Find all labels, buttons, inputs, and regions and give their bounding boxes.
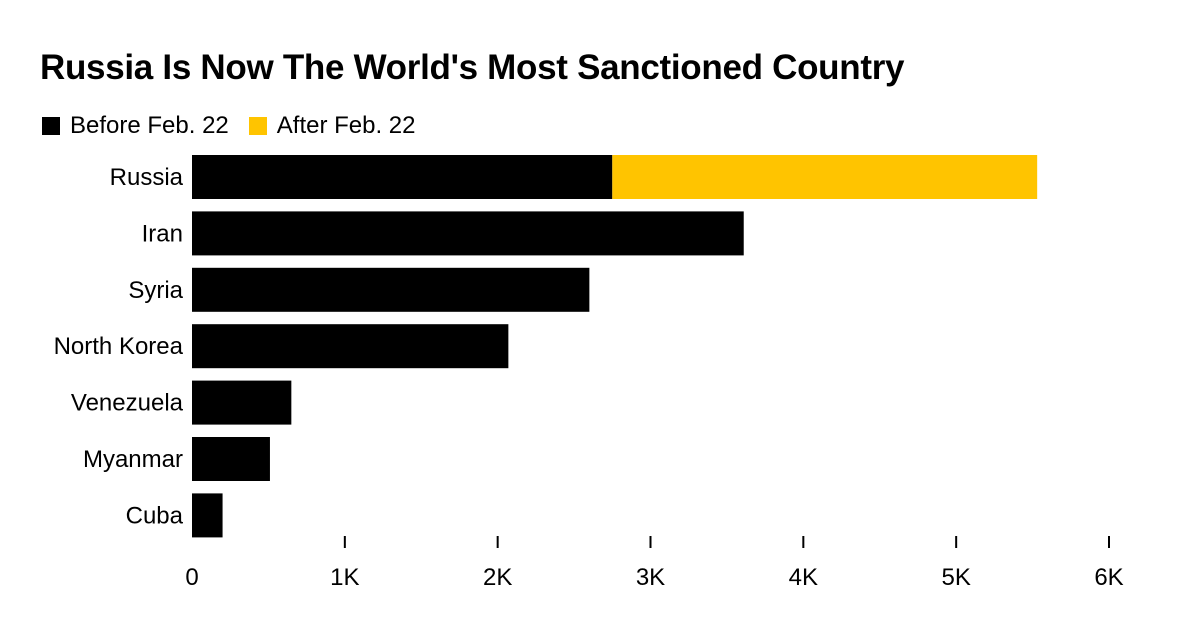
- bar-north-korea-before: [192, 324, 509, 369]
- category-label-myanmar: Myanmar: [83, 446, 183, 473]
- x-tick-label-4K: 4K: [789, 564, 818, 591]
- x-tick-label-2K: 2K: [483, 564, 512, 591]
- chart-title: Russia Is Now The World's Most Sanctione…: [40, 48, 905, 87]
- x-tick-label-6K: 6K: [1094, 564, 1123, 591]
- bar-russia-after: [612, 155, 1038, 199]
- bar-iran-before: [192, 211, 744, 256]
- category-label-syria: Syria: [128, 277, 183, 304]
- bar-russia-before: [192, 155, 613, 199]
- x-tick-label-0: 0: [185, 564, 198, 591]
- legend-swatch-before: [42, 117, 60, 135]
- legend-item-before: Before Feb. 22: [42, 112, 229, 140]
- x-tick-label-1K: 1K: [330, 564, 359, 591]
- legend: Before Feb. 22 After Feb. 22: [42, 112, 436, 140]
- legend-label-after: After Feb. 22: [276, 112, 416, 139]
- category-label-iran: Iran: [142, 220, 183, 247]
- category-label-north-korea: North Korea: [54, 333, 184, 360]
- bar-venezuela-before: [192, 380, 292, 425]
- legend-item-after: After Feb. 22: [248, 112, 416, 140]
- category-label-venezuela: Venezuela: [71, 390, 184, 417]
- category-label-russia: Russia: [110, 164, 184, 191]
- bar-syria-before: [192, 267, 590, 312]
- bar-cuba-before: [192, 493, 223, 538]
- bar-myanmar-before: [192, 437, 270, 481]
- legend-label-before: Before Feb. 22: [70, 112, 229, 139]
- legend-swatch-after: [248, 117, 267, 135]
- x-tick-label-3K: 3K: [636, 564, 665, 591]
- x-tick-label-5K: 5K: [941, 564, 970, 591]
- category-label-cuba: Cuba: [126, 502, 184, 529]
